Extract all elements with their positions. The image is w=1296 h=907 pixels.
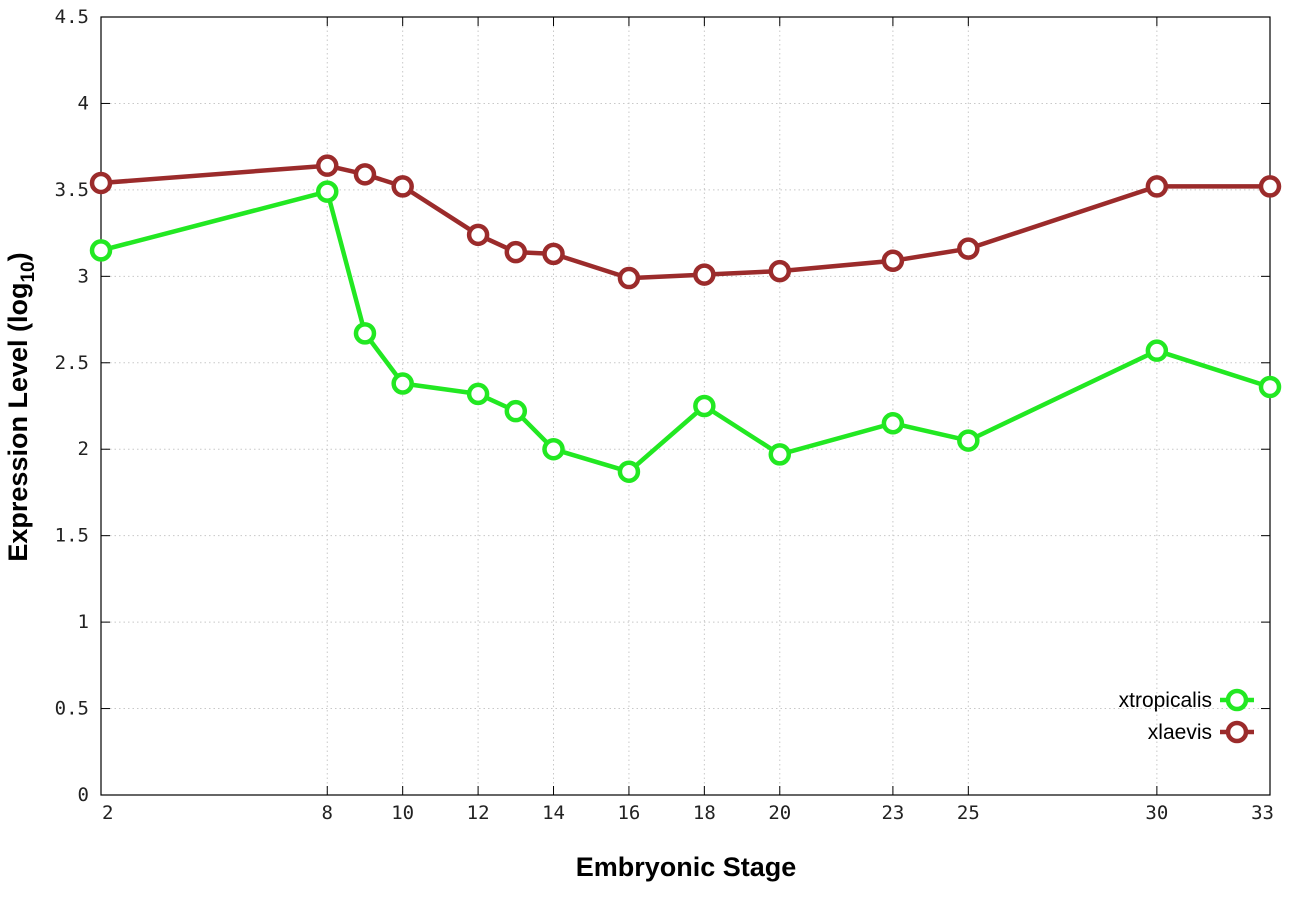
data-point [881, 249, 905, 273]
x-tick-label: 12 [467, 802, 490, 824]
data-point [617, 266, 641, 290]
data-point [1145, 175, 1169, 198]
data-point [466, 223, 490, 247]
x-tick-label: 2 [102, 802, 113, 824]
y-tick-label: 4.5 [55, 6, 89, 28]
series-xlaevis [89, 154, 1282, 290]
data-point [693, 263, 716, 286]
x-tick-label: 23 [881, 802, 904, 824]
y-tick-label: 0 [78, 784, 89, 806]
legend-marker [1225, 688, 1249, 712]
y-axis-title: Expression Level (log10) [3, 252, 39, 561]
series-layer [89, 154, 1282, 483]
data-point [957, 237, 980, 260]
data-point [768, 259, 792, 283]
data-point [1258, 175, 1282, 198]
data-point [1258, 375, 1282, 399]
data-point [353, 322, 377, 345]
legend-label: xlaevis [1148, 721, 1212, 744]
x-tick-label: 8 [322, 802, 333, 824]
y-tick-label: 1 [78, 611, 89, 633]
y-axis-title-close: ) [3, 252, 33, 261]
legend-marker [1225, 720, 1249, 744]
data-point [504, 240, 528, 264]
data-point [693, 394, 716, 418]
data-point [542, 437, 565, 461]
plot-border [100, 16, 1271, 796]
x-tick-label: 30 [1145, 802, 1168, 824]
y-tick-label: 3 [78, 265, 89, 287]
series-line [100, 163, 1270, 281]
series-xtropicalis [89, 180, 1282, 483]
x-tick-label: 16 [617, 802, 640, 824]
x-tick-label: 14 [542, 802, 565, 824]
data-point [504, 399, 528, 423]
series-line [100, 189, 1271, 474]
data-point [466, 382, 490, 406]
data-point [89, 239, 113, 262]
data-point [617, 460, 641, 483]
x-tick-label: 25 [957, 802, 980, 824]
data-point [316, 154, 339, 177]
data-point [316, 180, 339, 203]
y-tick-label: 0.5 [55, 698, 89, 720]
data-point [881, 412, 905, 435]
x-axis-title: Embryonic Stage [576, 852, 797, 882]
legend-label: xtropicalis [1119, 689, 1212, 712]
data-point [542, 242, 565, 266]
legend: xtropicalis xlaevis [1119, 688, 1254, 744]
data-point [957, 429, 980, 452]
y-tick-label: 1.5 [55, 525, 89, 547]
x-tick-label: 33 [1251, 802, 1274, 824]
y-axis-title-subscript: 10 [18, 261, 39, 282]
x-tick-label: 10 [391, 802, 414, 824]
y-tick-label: 4 [78, 92, 89, 114]
data-point [353, 163, 377, 186]
data-point [1145, 339, 1169, 362]
data-point [89, 171, 113, 195]
data-point [391, 372, 414, 395]
data-point [768, 443, 792, 466]
axes: 0 0.5 1 1.5 2 2.5 3 3.5 4 4.5 2 8 10 12 14 16 18 20 23 25 30… [55, 6, 1274, 824]
x-tick-label: 20 [768, 802, 791, 824]
grid [101, 17, 1270, 795]
y-tick-label: 2 [78, 438, 89, 460]
y-tick-label: 3.5 [55, 179, 89, 201]
x-tick-label: 18 [693, 802, 716, 824]
data-point [391, 175, 414, 198]
y-tick-label: 2.5 [55, 352, 89, 374]
y-axis-title-main: Expression Level (log [3, 283, 33, 562]
